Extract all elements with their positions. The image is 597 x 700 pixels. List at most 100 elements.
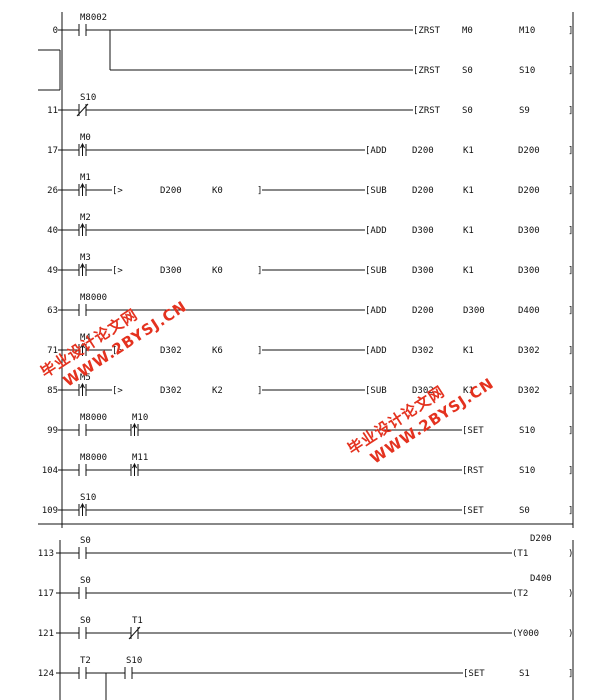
contact-label: M8000 bbox=[80, 453, 107, 463]
compare-b: K2 bbox=[212, 386, 223, 396]
contact: T2 bbox=[74, 656, 92, 679]
coil: (T1 bbox=[512, 549, 528, 559]
contact-label: M5 bbox=[80, 373, 91, 383]
instruction-close: ] bbox=[568, 506, 573, 516]
operand-1: S0 bbox=[519, 506, 530, 516]
watermark-left: 毕业设计论文网 WWW.2BYSJ.CN bbox=[37, 297, 190, 390]
operand-2: M10 bbox=[519, 26, 535, 36]
operand-1: D300 bbox=[412, 266, 434, 276]
operand-1: D302 bbox=[412, 346, 434, 356]
compare-a: D302 bbox=[160, 346, 182, 356]
coil-preset: D200 bbox=[530, 534, 552, 544]
instruction-close: ] bbox=[568, 146, 573, 156]
contact-pulse-arrow bbox=[80, 142, 85, 149]
operand-2: S9 bbox=[519, 106, 530, 116]
contact: S0 bbox=[74, 616, 92, 639]
rung-number: 0 bbox=[53, 26, 58, 36]
contact-pulse-arrow bbox=[80, 262, 85, 269]
contact: T1 bbox=[126, 616, 144, 640]
compare-b: K0 bbox=[212, 186, 223, 196]
instruction-close: ] bbox=[568, 66, 573, 76]
contact: M3 bbox=[74, 253, 92, 276]
rung-number: 26 bbox=[47, 186, 58, 196]
instruction-close: ] bbox=[568, 669, 573, 679]
operand-3: D400 bbox=[518, 306, 540, 316]
contact-label: M8000 bbox=[80, 293, 107, 303]
compare-b: K0 bbox=[212, 266, 223, 276]
instruction-close: ] bbox=[568, 466, 573, 476]
contact-label: M2 bbox=[80, 213, 91, 223]
instruction-op: [ADD bbox=[365, 226, 387, 236]
contact-label: S10 bbox=[80, 93, 96, 103]
contact-label: M3 bbox=[80, 253, 91, 263]
coil-close: ) bbox=[568, 629, 573, 639]
instruction-op: [ADD bbox=[365, 346, 387, 356]
operand-3: D300 bbox=[518, 226, 540, 236]
instruction-close: ] bbox=[568, 266, 573, 276]
instruction-close: ] bbox=[568, 186, 573, 196]
instruction-close: ] bbox=[568, 346, 573, 356]
coil-close: ) bbox=[568, 549, 573, 559]
contact: M8002 bbox=[74, 13, 107, 36]
operand-1: S0 bbox=[462, 66, 473, 76]
contact-pulse-arrow bbox=[80, 342, 85, 349]
rung-number: 11 bbox=[47, 106, 58, 116]
contact-label: S10 bbox=[126, 656, 142, 666]
contact: S0 bbox=[74, 576, 92, 599]
contact-label: M8002 bbox=[80, 13, 107, 23]
compare-close: ] bbox=[257, 386, 262, 396]
instruction-op: [ZRST bbox=[413, 26, 441, 36]
contact-label: T1 bbox=[132, 616, 143, 626]
contact: M8000 bbox=[74, 293, 107, 316]
compare-a: D200 bbox=[160, 186, 182, 196]
coil-preset: D400 bbox=[530, 574, 552, 584]
compare-a: D302 bbox=[160, 386, 182, 396]
operand-3: D200 bbox=[518, 146, 540, 156]
operand-2: K1 bbox=[463, 266, 474, 276]
rung-number: 121 bbox=[38, 629, 54, 639]
operand-1: D200 bbox=[412, 306, 434, 316]
instruction-op: [SUB bbox=[365, 186, 387, 196]
contact-pulse-arrow bbox=[80, 182, 85, 189]
contact-label: S10 bbox=[80, 493, 96, 503]
coil: (T2 bbox=[512, 589, 528, 599]
instruction-op: [ZRST bbox=[413, 66, 441, 76]
contact-pulse-arrow bbox=[132, 462, 137, 469]
contact-label: M0 bbox=[80, 133, 91, 143]
rung-number: 109 bbox=[42, 506, 58, 516]
operand-1: D302 bbox=[412, 386, 434, 396]
operand-3: D302 bbox=[518, 346, 540, 356]
contact-label: M11 bbox=[132, 453, 148, 463]
compare-close: ] bbox=[257, 346, 262, 356]
contact-pulse-arrow bbox=[80, 382, 85, 389]
watermark-right: 毕业设计论文网 WWW.2BYSJ.CN bbox=[344, 374, 497, 467]
contact: M8000 bbox=[74, 413, 107, 436]
contact-label: S0 bbox=[80, 576, 91, 586]
operand-3: D302 bbox=[518, 386, 540, 396]
contact-label: M4 bbox=[80, 333, 91, 343]
operand-1: M0 bbox=[462, 26, 473, 36]
instruction-op: [SUB bbox=[365, 386, 387, 396]
rung-group: 0 M8002 [ZRST M0 M10] [ZRST S0 S10] 11 S10 [ZRST S0… bbox=[38, 13, 573, 700]
contact: S10 bbox=[74, 493, 96, 516]
instruction-op: [SET bbox=[462, 426, 484, 436]
compare-op: [> bbox=[112, 266, 123, 276]
contact-label: M1 bbox=[80, 173, 91, 183]
operand-2: D300 bbox=[463, 306, 485, 316]
compare-op: [> bbox=[112, 386, 123, 396]
rung-number: 117 bbox=[38, 589, 54, 599]
rung-number: 113 bbox=[38, 549, 54, 559]
contact-pulse-arrow bbox=[80, 502, 85, 509]
coil: (Y000 bbox=[512, 629, 539, 639]
contact: M5 bbox=[74, 373, 92, 396]
contact: S10 bbox=[74, 93, 96, 117]
rung-number: 71 bbox=[47, 346, 58, 356]
contact-label: M10 bbox=[132, 413, 148, 423]
contact-pulse-arrow bbox=[132, 422, 137, 429]
operand-1: S10 bbox=[519, 426, 535, 436]
instruction-close: ] bbox=[568, 306, 573, 316]
instruction-close: ] bbox=[568, 426, 573, 436]
contact: M11 bbox=[126, 453, 148, 476]
instruction-op: [ZRST bbox=[413, 106, 441, 116]
operand-1: S1 bbox=[519, 669, 530, 679]
